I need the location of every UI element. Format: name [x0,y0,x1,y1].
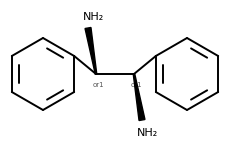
Polygon shape [85,28,97,74]
Text: NH₂: NH₂ [136,128,158,138]
Text: or1: or1 [92,82,104,88]
Polygon shape [133,74,145,120]
Text: or1: or1 [130,82,142,88]
Text: NH₂: NH₂ [82,12,104,22]
